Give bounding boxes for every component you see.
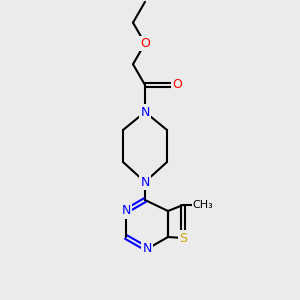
Text: O: O — [140, 37, 150, 50]
Text: N: N — [140, 106, 150, 118]
Text: N: N — [140, 176, 150, 188]
Text: CH₃: CH₃ — [193, 200, 213, 210]
Text: N: N — [121, 205, 131, 218]
Text: N: N — [142, 242, 152, 256]
Text: S: S — [179, 232, 187, 244]
Text: O: O — [172, 79, 182, 92]
